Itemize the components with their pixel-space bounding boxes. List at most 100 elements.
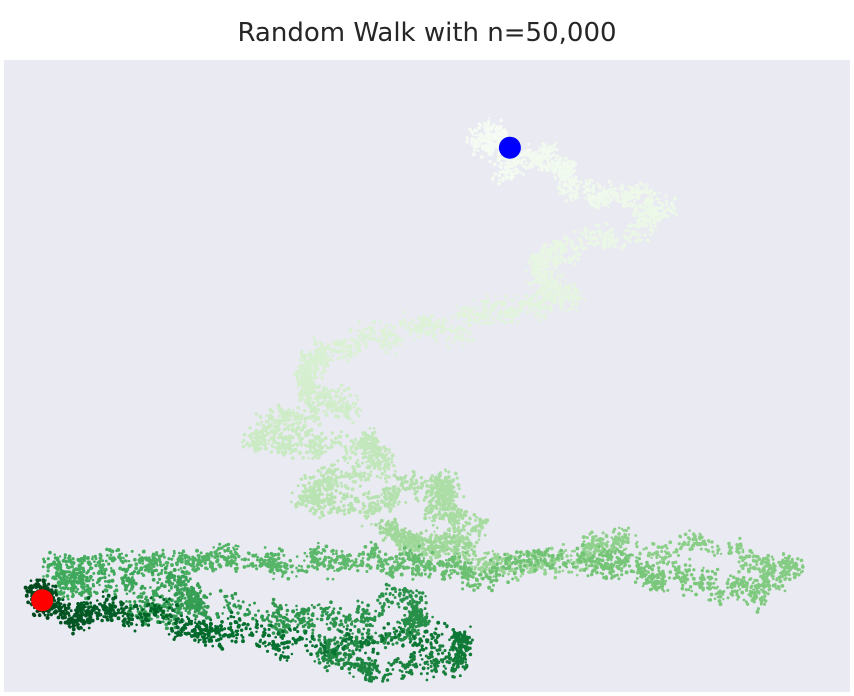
walk-point [446,552,451,556]
walk-point [561,160,566,165]
walk-point [330,491,334,495]
walk-point [588,532,592,536]
walk-point [489,133,493,136]
walk-point [532,161,536,165]
walk-point [550,265,554,269]
walk-point [408,321,412,326]
chart-title: Random Walk with n=50,000 [237,18,617,48]
walk-point [429,318,432,322]
walk-point [510,319,514,324]
walk-point [568,283,572,288]
walk-point [591,194,595,198]
walk-point [624,190,628,194]
walk-point [642,183,646,187]
walk-point [297,365,301,369]
walk-point [612,537,616,542]
walk-point [425,483,430,488]
walk-point [446,540,451,544]
walk-point [373,462,378,467]
walk-point [330,408,333,412]
walk-point [418,316,421,319]
walk-point [659,216,663,220]
walk-point [277,446,282,451]
walk-point [583,227,587,231]
walk-point [358,484,362,488]
walk-point [324,412,329,417]
walk-point [426,548,429,552]
walk-point [563,191,568,195]
walk-point [580,241,584,245]
walk-point [617,538,622,543]
walk-point [572,282,577,286]
walk-point [402,475,407,480]
walk-point [330,463,335,468]
walk-point [373,336,377,340]
walk-point [321,500,326,504]
walk-point [493,132,497,136]
walk-point [575,573,579,577]
walk-point [312,442,317,447]
walk-point [288,451,292,455]
walk-point [431,486,435,491]
walk-point [339,500,343,503]
walk-point [674,212,679,216]
walk-point [274,425,279,430]
walk-point [642,207,645,210]
walk-point [447,336,451,340]
walk-point [492,556,497,560]
walk-point [383,470,387,474]
walk-point [554,141,557,145]
walk-point [459,508,464,513]
walk-point [335,483,340,488]
walk-point [396,534,400,539]
walk-point [560,255,564,258]
walk-point [474,519,477,522]
walk-point [648,191,652,195]
walk-point [281,409,285,413]
walk-point [406,538,410,541]
walk-point [637,213,641,217]
walk-point [554,157,558,161]
walk-point [458,325,461,328]
walk-point [328,446,332,450]
walk-point [381,466,385,469]
walk-point [319,510,324,515]
walk-point [567,260,572,265]
walk-point [524,293,528,296]
walk-point [379,476,382,480]
walk-point [447,470,451,474]
walk-point [457,519,461,522]
walk-point [379,343,384,348]
walk-point [528,148,532,152]
walk-point [657,197,660,201]
walk-point [357,320,361,325]
walk-point [394,352,398,356]
walk-point [590,546,594,550]
walk-point [508,165,511,168]
walk-point [254,412,258,416]
walk-point [569,198,574,202]
walk-point [622,548,626,552]
walk-point [586,242,590,246]
walk-point [335,510,340,514]
walk-point [345,346,349,350]
walk-point [534,292,538,297]
walk-point [548,291,551,295]
walk-point [365,442,369,446]
walk-point [620,191,624,195]
walk-point [537,149,541,153]
walk-point [584,543,588,547]
walk-point [628,240,632,244]
walk-point [450,324,454,328]
walk-point [547,147,551,151]
walk-point [557,570,562,574]
walk-point [430,543,434,547]
walk-point [587,228,591,231]
walk-point [326,402,329,405]
walk-point [475,133,478,137]
scatter-plot [23,117,805,683]
walk-point [373,449,377,453]
walk-point [319,351,323,355]
walk-point [387,328,391,333]
walk-point [304,381,309,386]
